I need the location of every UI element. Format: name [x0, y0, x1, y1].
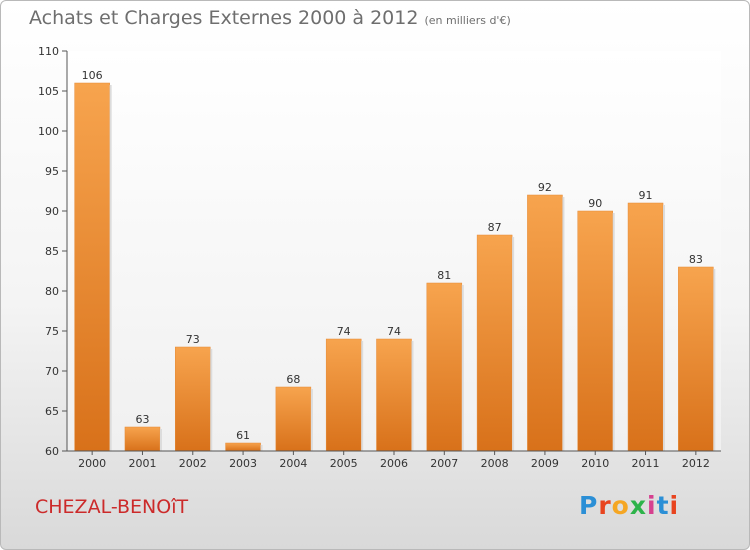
x-tick-label: 2002 [179, 457, 207, 470]
x-tick-label: 2004 [279, 457, 307, 470]
logo-letter: r [598, 491, 612, 520]
bar-value-label: 63 [135, 413, 149, 426]
bar-value-label: 74 [387, 325, 401, 338]
bar-2008 [476, 234, 513, 452]
y-tick-label: 75 [45, 325, 59, 338]
bar-value-label: 61 [236, 429, 250, 442]
y-tick-label: 95 [45, 165, 59, 178]
y-tick-label: 60 [45, 445, 59, 458]
logo-letter: x [629, 491, 647, 520]
x-tick-label: 2011 [632, 457, 660, 470]
x-tick-label: 2003 [229, 457, 257, 470]
bar-2006 [376, 338, 412, 452]
bar-2010 [577, 210, 613, 452]
x-tick-label: 2012 [682, 457, 710, 470]
logo-letter: P [579, 491, 599, 520]
bar-value-label: 68 [286, 373, 300, 386]
bar-2009 [527, 194, 563, 452]
bar-2012 [678, 266, 714, 452]
bar-2000 [74, 82, 110, 452]
y-tick-label: 105 [38, 85, 59, 98]
logo-letter: o [611, 491, 630, 520]
bar-value-label: 106 [82, 69, 103, 82]
y-tick-label: 85 [45, 245, 59, 258]
x-tick-label: 2006 [380, 457, 408, 470]
bar-2001 [124, 426, 161, 452]
x-tick-label: 2009 [531, 457, 559, 470]
bar-value-label: 81 [437, 269, 451, 282]
chart-title: Achats et Charges Externes 2000 à 2012 (e… [29, 7, 511, 29]
bar-value-label: 73 [186, 333, 200, 346]
bar-2002 [175, 346, 211, 452]
commune-name: CHEZAL-BENOîT [35, 496, 189, 518]
logo-letter: i [647, 491, 657, 520]
bar-value-label: 83 [689, 253, 703, 266]
x-tick-label: 2000 [78, 457, 106, 470]
x-tick-label: 2005 [330, 457, 358, 470]
bar-2007 [426, 282, 463, 452]
y-tick-label: 100 [38, 125, 59, 138]
y-tick-label: 80 [45, 285, 59, 298]
bar-value-label: 91 [639, 189, 653, 202]
chart-subtitle: (en milliers d'€) [424, 14, 511, 27]
y-tick-label: 70 [45, 365, 59, 378]
bar-2003 [225, 442, 261, 452]
y-tick-label: 110 [38, 45, 59, 58]
bar-2004 [275, 386, 312, 452]
bar-value-label: 74 [337, 325, 351, 338]
logo-letter: t [656, 491, 670, 520]
x-tick-label: 2007 [430, 457, 458, 470]
chart-title-text: Achats et Charges Externes 2000 à 2012 [29, 7, 419, 29]
logo-letter: i [669, 491, 680, 520]
bar-value-label: 90 [588, 197, 602, 210]
axes-group: 60 65 70 75 80 85 90 95 100 105 110 2000 2001 2002 200… [38, 45, 721, 470]
y-tick-label: 65 [45, 405, 59, 418]
bars-group: 106 63 73 61 68 74 74 81 87 92 90 91 83 [74, 69, 716, 452]
x-tick-label: 2010 [581, 457, 609, 470]
x-tick-label: 2008 [481, 457, 509, 470]
bar-2011 [627, 202, 664, 452]
proxiti-logo: Proxiti [579, 491, 679, 520]
x-tick-label: 2001 [128, 457, 156, 470]
y-tick-label: 90 [45, 205, 59, 218]
bar-2005 [325, 338, 362, 452]
bar-value-label: 87 [488, 221, 502, 234]
bar-value-label: 92 [538, 181, 552, 194]
